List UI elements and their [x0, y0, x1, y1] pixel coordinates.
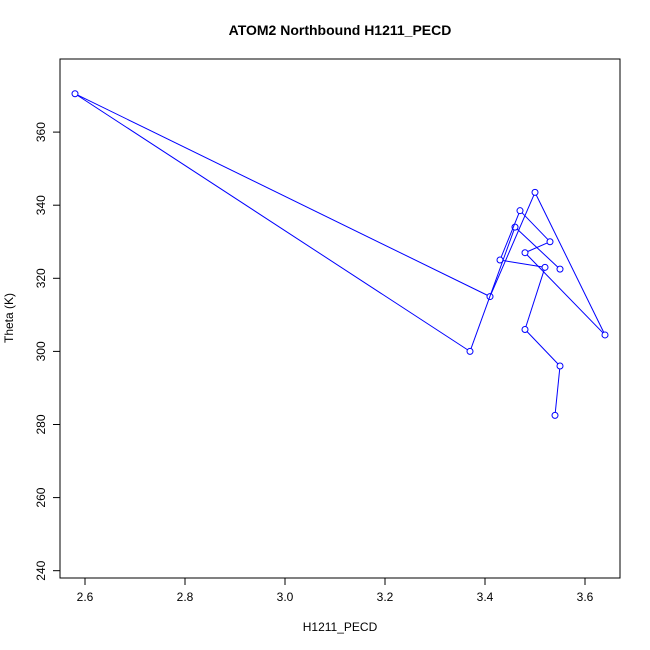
chart-title: ATOM2 Northbound H1211_PECD: [229, 22, 452, 38]
data-point: [496, 256, 504, 264]
data-point: [516, 207, 524, 215]
x-tick-label: 2.6: [77, 590, 94, 604]
y-tick-label: 340: [34, 195, 48, 215]
series-line-segment: [526, 254, 604, 334]
plot-area: [59, 58, 621, 579]
series: [71, 90, 609, 419]
x-tick-label: 3.4: [477, 590, 494, 604]
y-tick-label: 360: [34, 122, 48, 142]
data-point: [466, 347, 474, 355]
series-line-segment: [470, 229, 515, 349]
data-point: [531, 188, 539, 196]
x-axis-label: H1211_PECD: [303, 620, 378, 634]
series-line-segment: [527, 242, 548, 252]
y-tick-label: 280: [34, 414, 48, 434]
x-tick-label: 3.2: [377, 590, 394, 604]
data-point: [541, 263, 549, 271]
series-line-segment: [516, 228, 559, 268]
x-tick-label: 2.8: [177, 590, 194, 604]
data-point: [521, 325, 529, 333]
y-tick-label: 320: [34, 268, 48, 288]
series-line-segment: [526, 331, 559, 365]
y-axis: 240 260 280 300 320 340 360: [34, 122, 60, 581]
data-point: [521, 249, 529, 257]
x-tick-label: 3.0: [277, 590, 294, 604]
y-tick-label: 240: [34, 560, 48, 580]
y-tick-label: 300: [34, 341, 48, 361]
series-line-segment: [554, 368, 561, 413]
series-line-segment: [77, 94, 468, 351]
data-point: [556, 362, 564, 370]
y-tick-label: 260: [34, 487, 48, 507]
data-point: [556, 265, 564, 273]
plot-frame: [59, 58, 621, 579]
x-axis: 2.6 2.8 3.0 3.2 3.4 3.6: [77, 578, 594, 604]
series-line-segment: [490, 194, 535, 295]
data-point: [486, 293, 494, 301]
x-tick-label: 3.6: [577, 590, 594, 604]
series-line-segment: [502, 260, 543, 268]
data-point: [551, 411, 559, 419]
data-point: [71, 90, 79, 98]
series-line-segment: [500, 213, 520, 258]
series-line-segment: [525, 270, 545, 327]
data-point: [601, 331, 609, 339]
series-line-segment: [521, 212, 549, 240]
data-point: [511, 223, 519, 231]
data-point: [546, 238, 554, 246]
series-line-segment: [535, 194, 605, 333]
series-line-segment: [77, 94, 488, 296]
y-axis-label: Theta (K): [2, 293, 16, 343]
